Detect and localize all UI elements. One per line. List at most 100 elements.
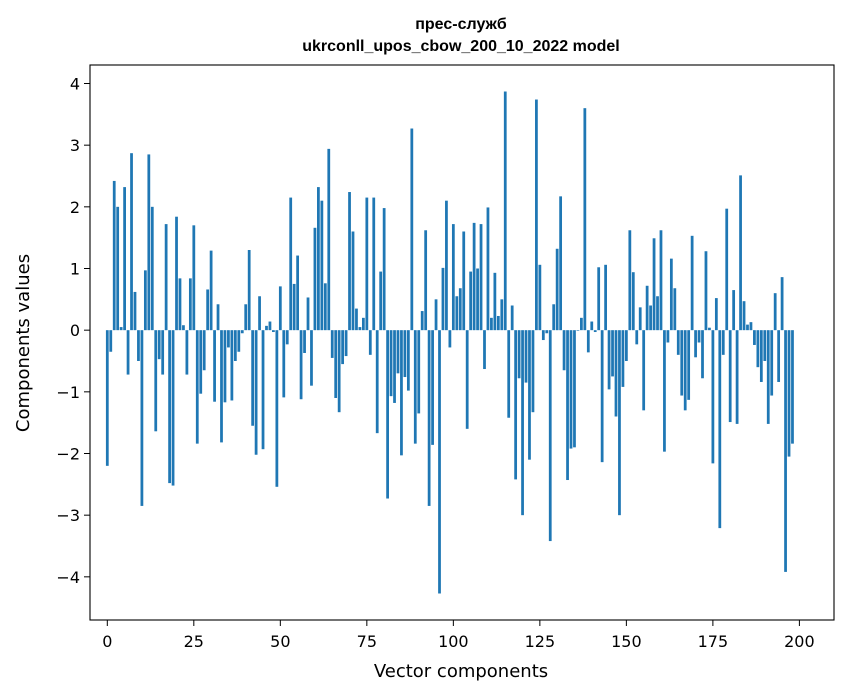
bar	[735, 330, 739, 424]
bar	[341, 330, 344, 365]
bar	[365, 197, 369, 331]
bar	[192, 225, 196, 331]
bar	[330, 330, 334, 358]
bar	[476, 268, 479, 331]
bar	[119, 327, 123, 331]
bar	[382, 208, 386, 331]
bar	[306, 297, 310, 331]
bar	[448, 330, 452, 348]
bar	[323, 283, 327, 331]
bar	[624, 330, 628, 361]
bar	[555, 248, 559, 331]
bar	[708, 327, 711, 331]
bar	[666, 330, 670, 343]
bar	[569, 330, 573, 449]
bar	[313, 227, 317, 331]
bar	[386, 330, 389, 499]
bar	[732, 290, 736, 331]
x-tick-label: 75	[357, 632, 377, 651]
bar	[154, 330, 158, 432]
bar	[164, 224, 168, 331]
bar	[351, 231, 355, 331]
x-tick-label: 200	[784, 632, 815, 651]
bar	[614, 330, 618, 417]
bar	[573, 330, 576, 448]
x-tick-label: 150	[611, 632, 642, 651]
x-tick-label: 25	[184, 632, 204, 651]
y-tick-label: −4	[56, 568, 80, 587]
bar	[112, 180, 116, 331]
bar	[469, 271, 473, 331]
bar	[725, 208, 729, 331]
bar	[188, 278, 192, 331]
bar	[379, 271, 383, 331]
bar	[296, 255, 300, 331]
bar	[611, 330, 614, 377]
bar	[559, 196, 563, 331]
bar	[503, 91, 507, 331]
bar	[645, 285, 649, 331]
bar	[524, 330, 528, 383]
bar	[344, 330, 348, 357]
bar	[348, 192, 351, 331]
bar	[493, 272, 497, 331]
bar	[317, 187, 320, 331]
bar	[244, 304, 248, 331]
bar	[631, 272, 635, 331]
bar	[669, 258, 673, 331]
bar	[763, 330, 767, 361]
bar	[535, 99, 538, 331]
bar	[566, 330, 569, 481]
x-tick-label: 0	[102, 632, 112, 651]
bar	[618, 330, 621, 516]
bar	[285, 330, 289, 345]
x-axis-label: Vector components	[374, 661, 548, 682]
bar	[216, 304, 220, 331]
bar	[770, 330, 774, 396]
bar	[168, 330, 171, 484]
bar	[368, 330, 372, 355]
bar	[593, 330, 597, 333]
bar	[756, 330, 760, 368]
bar	[261, 330, 265, 450]
bar	[278, 286, 282, 331]
bar	[642, 330, 646, 411]
bar	[220, 330, 223, 443]
bar	[413, 330, 417, 444]
bar	[483, 330, 486, 370]
bar	[545, 330, 549, 334]
bar	[586, 330, 590, 353]
bar	[531, 330, 535, 413]
bar	[355, 308, 358, 331]
bar	[258, 296, 261, 331]
bar	[638, 307, 642, 331]
bar	[704, 251, 708, 331]
bar	[787, 330, 791, 457]
bar	[701, 330, 704, 379]
bar	[389, 330, 393, 397]
bar	[538, 264, 542, 331]
bar	[199, 330, 203, 394]
bar	[451, 224, 455, 331]
bar	[528, 330, 531, 460]
bar	[424, 230, 428, 331]
bar	[441, 267, 445, 331]
bar	[507, 330, 511, 418]
bar	[358, 327, 362, 331]
bar	[445, 200, 448, 331]
bar	[759, 330, 763, 382]
bar	[213, 330, 216, 402]
bar	[694, 330, 697, 358]
bar	[458, 288, 462, 331]
bar	[777, 330, 781, 382]
bar	[784, 330, 787, 572]
bar	[209, 250, 213, 331]
bar	[652, 238, 656, 331]
bar	[583, 108, 587, 331]
x-axis-ticks: 0 25 50 75 100 125 150 175 200	[102, 620, 815, 651]
bar	[140, 330, 144, 506]
bar	[157, 330, 161, 360]
bar	[690, 235, 694, 331]
bar	[150, 206, 154, 331]
bar	[663, 330, 666, 452]
